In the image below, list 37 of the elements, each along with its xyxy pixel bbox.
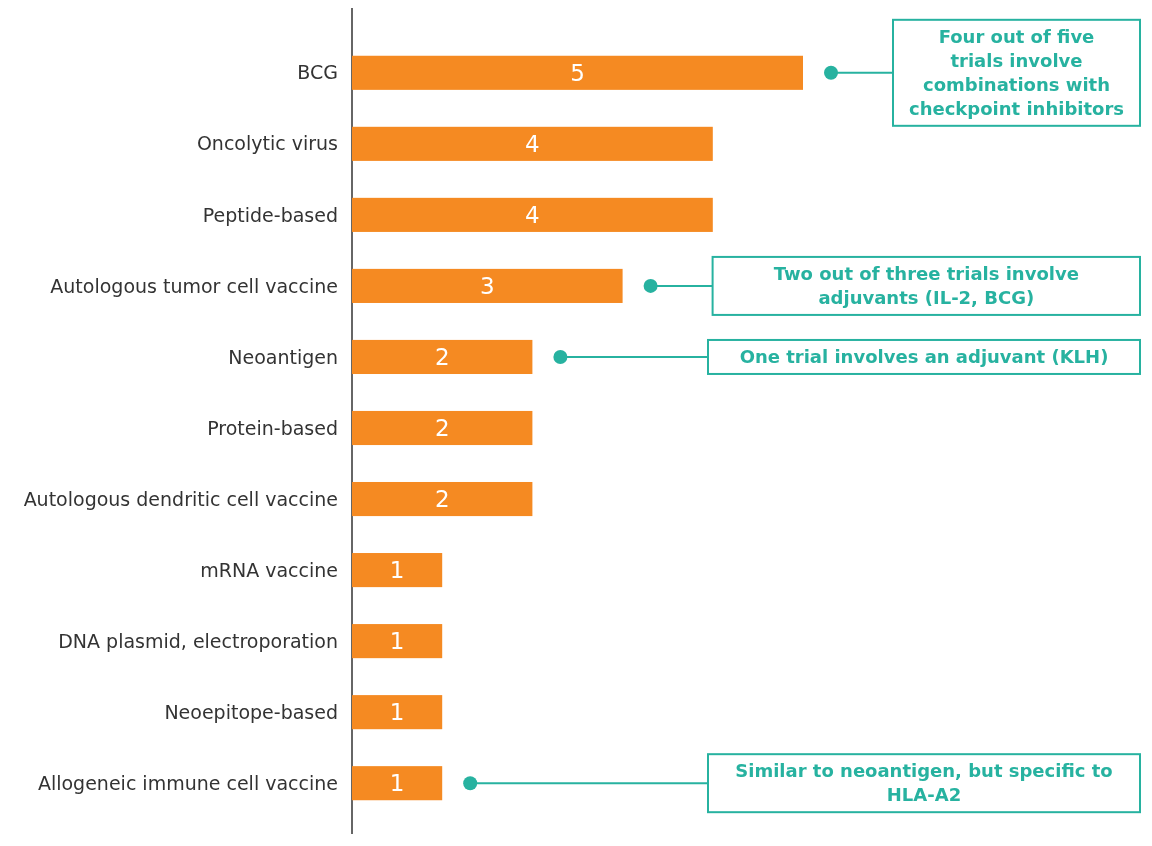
bar xyxy=(352,553,443,588)
data-label: 3 xyxy=(479,273,495,300)
data-label: 5 xyxy=(570,60,585,87)
data-label: 1 xyxy=(389,770,405,797)
annotation: Two out of three trials involve adjuvants (IL-2, BCG) xyxy=(773,263,1079,309)
data-label: 1 xyxy=(389,557,405,584)
bar xyxy=(352,695,443,730)
bar xyxy=(352,481,533,517)
annotation: Similar to neoantigen, but specific to HLA-A2 xyxy=(735,760,1113,806)
y-tick-label: Neoepitope-based xyxy=(164,700,338,723)
data-label: 2 xyxy=(434,344,450,371)
y-tick-label: mRNA vaccine xyxy=(200,558,338,581)
data-label: 1 xyxy=(389,628,405,655)
y-tick-label: Protein-based xyxy=(207,416,338,439)
data-label: 2 xyxy=(434,415,450,442)
y-tick-label: Autologous dendritic cell vaccine xyxy=(23,487,338,510)
y-tick-label: Autologous tumor cell vaccine xyxy=(50,274,338,297)
data-label: 4 xyxy=(525,131,540,158)
data-label: 4 xyxy=(525,202,540,229)
data-label: 1 xyxy=(389,699,405,726)
y-tick-label: Neoantigen xyxy=(228,345,338,368)
bar xyxy=(352,339,533,375)
annotation: One trial involves an adjuvant (KLH) xyxy=(739,346,1109,368)
bar xyxy=(352,197,713,232)
bar xyxy=(352,766,443,801)
data-label: 2 xyxy=(434,486,450,513)
bar xyxy=(352,126,713,161)
y-tick-label: DNA plasmid, electroporation xyxy=(58,629,338,652)
y-tick-label: Allogeneic immune cell vaccine xyxy=(37,771,338,794)
y-tick-label: BCG xyxy=(297,61,338,84)
text: Four out of five trials involve combinations with checkpoint inhibitors xyxy=(908,26,1125,120)
bar xyxy=(352,624,443,659)
bar xyxy=(352,55,803,90)
bar xyxy=(352,268,623,303)
y-tick-label: Oncolytic virus xyxy=(196,132,338,155)
y-tick-label: Peptide-based xyxy=(202,203,338,226)
bar xyxy=(352,410,533,446)
